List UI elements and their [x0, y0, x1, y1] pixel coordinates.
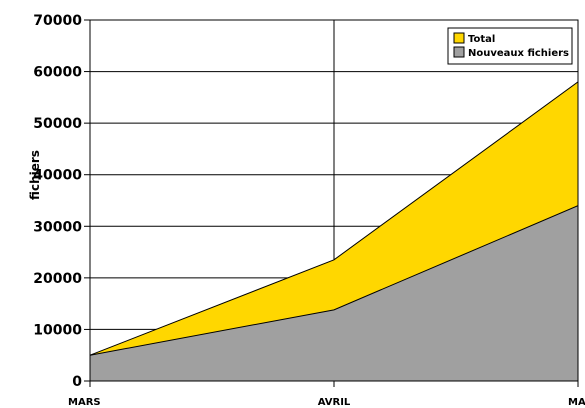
y-tick-label: 30000: [33, 219, 82, 235]
y-axis-ticks: 0 10000 20000 30000 40000 50000 60000 70000: [33, 13, 90, 390]
y-tick-label: 60000: [33, 65, 82, 81]
legend: Total Nouveaux fichiers: [447, 27, 573, 65]
x-axis-ticks: MARS AVRIL MAI: [68, 381, 585, 408]
grid-lines: [90, 20, 578, 381]
plot-frame: [89, 19, 579, 382]
y-tick-label: 20000: [33, 271, 82, 287]
legend-swatch-nouveaux-fichiers: [453, 46, 465, 58]
y-tick-label: 50000: [33, 116, 82, 132]
legend-label-nouveaux-fichiers: Nouveaux fichiers: [468, 48, 569, 59]
x-tick-label: MARS: [68, 397, 101, 408]
y-tick-label: 40000: [33, 168, 82, 184]
legend-swatch-total: [453, 32, 465, 44]
legend-label-total: Total: [468, 34, 495, 45]
y-tick-label: 70000: [33, 13, 82, 29]
x-tick-label: MAI: [568, 397, 585, 408]
y-tick-label: 0: [72, 374, 82, 390]
x-tick-label: AVRIL: [318, 397, 351, 408]
y-tick-label: 10000: [33, 322, 82, 338]
y-axis-title: fichiers: [28, 150, 42, 200]
legend-box: [447, 27, 573, 65]
